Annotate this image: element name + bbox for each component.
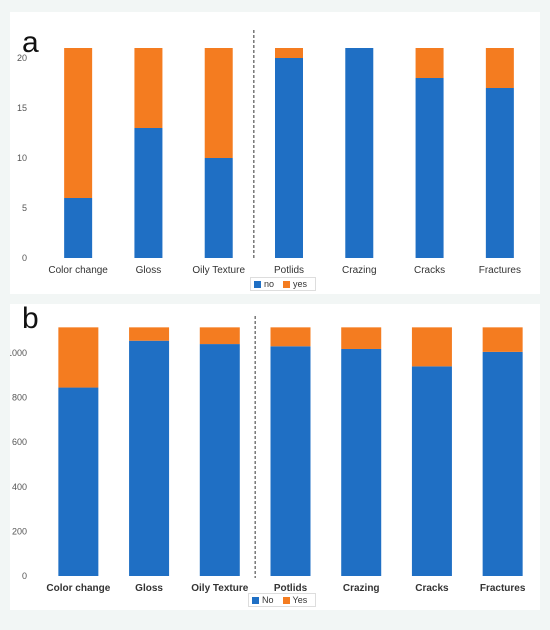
bar-yes-color-change [64,48,93,198]
y-tick-label: 400 [12,482,27,492]
bar-yes-fractures [482,327,523,352]
y-tick-label: 0 [22,571,27,581]
bar-no-oily-texture [204,158,233,258]
x-tick-label: Oily Texture [192,265,245,276]
y-tick-label: 15 [17,103,27,113]
chart-a-svg: 0 5 10 15 20 Color change Gloss Oily Texture Pot… [17,30,521,276]
legend-label-no: No [262,595,274,605]
x-tick-label: Gloss [135,583,163,594]
legend-swatch-no [252,596,259,604]
legend-item-yes: yes [283,279,307,289]
bar-yes-oily-texture [204,48,233,158]
y-tick-label: 800 [12,393,27,403]
bar-no-potlids [275,58,303,258]
x-tick-label: Oily Texture [191,583,248,594]
bar-no-crazing [341,348,382,576]
x-tick-label: Fractures [479,265,521,276]
legend-label-yes: Yes [292,595,308,605]
x-tick-label: Crazing [342,265,376,276]
legend-swatch-yes [283,280,291,288]
bar-no-cracks [411,366,452,576]
bar-no-fractures [485,88,514,258]
bar-no-color-change [58,387,99,576]
legend-swatch-no [254,280,261,288]
bar-no-fractures [482,351,523,576]
x-tick-label: Cracks [415,583,449,594]
y-tick-label: 0 [22,253,27,263]
x-tick-label: Potlids [274,583,308,594]
bar-no-crazing [345,48,374,258]
bar-yes-potlids [275,48,303,58]
bar-yes-gloss [134,48,163,128]
legend-label-yes: yes [293,279,308,289]
bar-yes-cracks [415,48,444,78]
panel-label-a: a [22,26,39,59]
bar-yes-color-change [58,327,99,388]
bar-no-oily-texture [199,344,240,576]
bar-no-gloss [129,340,170,576]
bar-yes-gloss [129,327,170,341]
y-tick-label: 1000 [10,348,27,358]
y-tick-label: 10 [17,153,27,163]
x-tick-label: Crazing [343,583,380,594]
legend-item-no: No [252,595,274,605]
legend-a: no yes [250,277,317,291]
legend-label-no: no [264,279,275,289]
y-tick-label: 200 [12,526,27,536]
panel-label-b: b [22,302,39,335]
bar-yes-oily-texture [199,327,240,345]
bar-no-gloss [134,128,163,258]
x-tick-label: Gloss [136,265,162,276]
x-tick-label: Cracks [414,265,445,276]
legend-item-no: no [254,279,274,289]
legend-item-yes: Yes [282,595,308,605]
bar-yes-potlids [270,327,311,347]
y-tick-label: 600 [12,437,27,447]
legend-swatch-yes [282,596,290,604]
x-tick-label: Fractures [480,583,526,594]
y-tick-label: 20 [17,53,27,63]
bar-no-potlids [270,346,311,576]
x-tick-label: Color change [46,583,110,594]
legend-b: No Yes [248,593,317,607]
x-tick-label: Potlids [274,265,304,276]
x-tick-label: Color change [48,265,108,276]
bar-no-cracks [415,78,444,258]
bar-no-color-change [64,198,93,258]
chart-b-svg: 0 200 400 600 800 1000 Color change Gloss Oily T… [7,316,526,594]
chart-panel-b: b 0 200 400 600 800 1000 Color change Gloss Oily… [7,302,540,610]
bar-yes-cracks [411,327,452,367]
y-tick-label: 5 [22,203,27,213]
chart-panel-a: a 0 5 10 15 20 Color change Gloss Oily Texture P… [10,12,540,294]
bar-yes-fractures [485,48,514,88]
bar-yes-crazing [341,327,382,349]
